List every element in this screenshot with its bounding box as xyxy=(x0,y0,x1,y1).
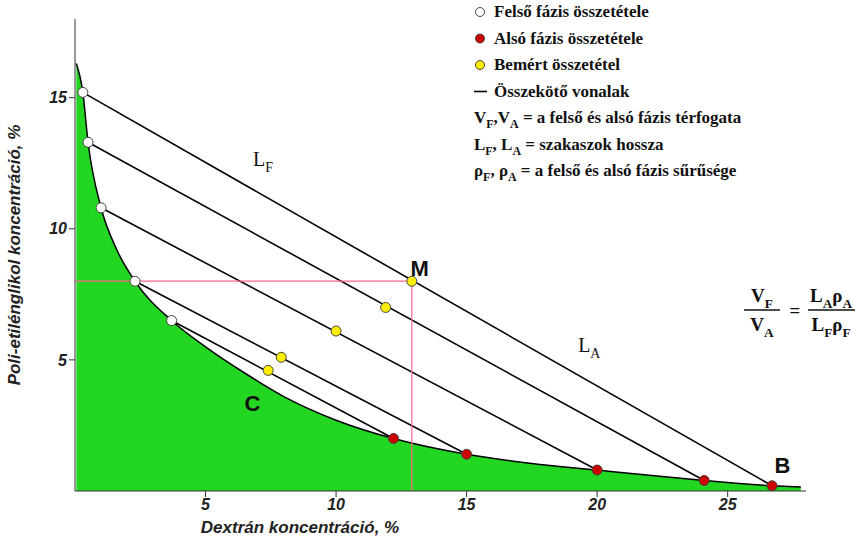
svg-text:LF, LA = szakaszok hossza: LF, LA = szakaszok hossza xyxy=(474,135,664,158)
svg-text:20: 20 xyxy=(587,496,606,513)
svg-text:Bemért összetétel: Bemért összetétel xyxy=(494,55,620,74)
svg-text:LA: LA xyxy=(578,334,601,361)
svg-text:VA: VA xyxy=(750,314,774,340)
svg-text:LF: LF xyxy=(253,148,273,175)
svg-text:Poli-etilénglikol koncentráció: Poli-etilénglikol koncentráció, % xyxy=(8,125,24,386)
svg-text:Alsó fázis összetétele: Alsó fázis összetétele xyxy=(494,29,644,48)
svg-text:25: 25 xyxy=(718,496,738,513)
svg-text:Felső fázis összetétele: Felső fázis összetétele xyxy=(494,2,649,21)
svg-text:=: = xyxy=(790,300,801,321)
svg-text:Összekötő vonalak: Összekötő vonalak xyxy=(494,82,630,101)
svg-text:VF: VF xyxy=(751,285,773,311)
svg-text:15: 15 xyxy=(49,89,68,106)
svg-text:ρF, ρA = a felső és alsó fázis: ρF, ρA = a felső és alsó fázis sűrűsége xyxy=(474,161,737,184)
svg-text:C: C xyxy=(245,391,261,416)
svg-text:5: 5 xyxy=(201,496,211,513)
svg-text:15: 15 xyxy=(458,496,477,513)
svg-text:VF,VA = a felső és alsó fázis: VF,VA = a felső és alsó fázis térfogata xyxy=(474,108,742,131)
svg-text:B: B xyxy=(775,453,791,478)
svg-text:LAρA: LAρA xyxy=(810,285,852,311)
svg-text:10: 10 xyxy=(49,220,67,237)
svg-text:5: 5 xyxy=(58,352,68,369)
svg-text:M: M xyxy=(410,256,428,281)
svg-text:10: 10 xyxy=(327,496,345,513)
svg-text:Dextrán koncentráció, %: Dextrán koncentráció, % xyxy=(201,518,399,537)
svg-text:LFρF: LFρF xyxy=(811,314,850,340)
